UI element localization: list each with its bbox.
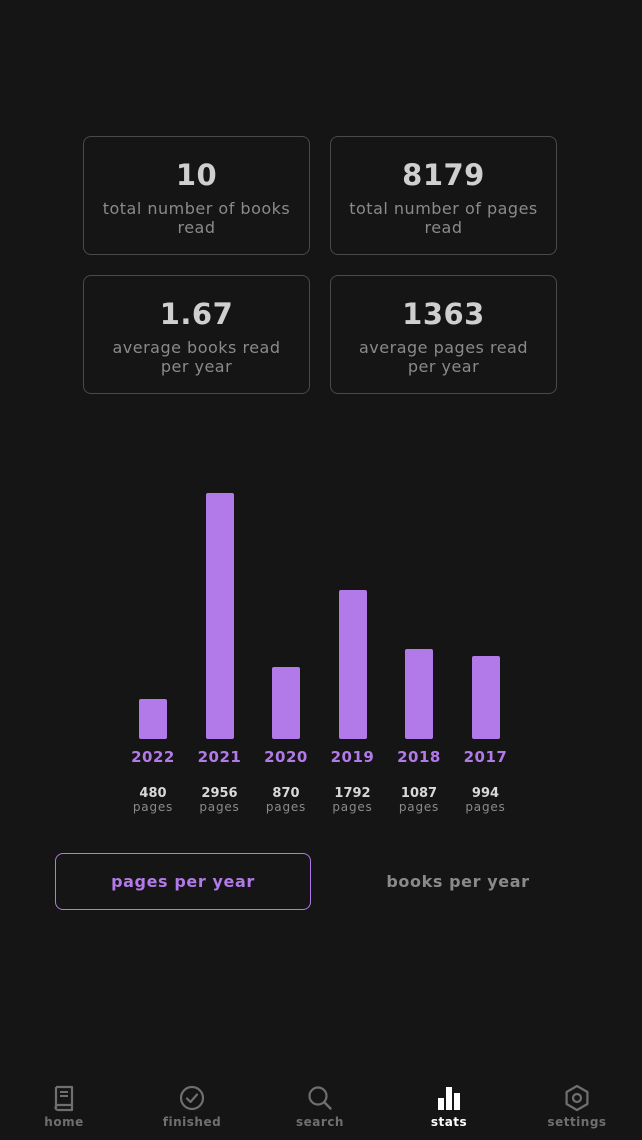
- gear-icon: [565, 1084, 589, 1112]
- bar-year-label: 2021: [197, 748, 242, 766]
- stat-card-avg-books: 1.67 average books read per year: [83, 275, 310, 394]
- nav-item-search[interactable]: search: [256, 1070, 384, 1140]
- bar-unit-label: pages: [398, 800, 440, 814]
- bottom-nav: home finished search stats settings: [0, 1070, 642, 1140]
- bar-value-label: 994: [471, 786, 500, 801]
- chart-bar: [471, 656, 500, 739]
- nav-item-finished[interactable]: finished: [128, 1070, 256, 1140]
- chart-column: 2020 870 pages: [253, 470, 319, 830]
- bar-value-label: 2956: [201, 786, 238, 801]
- nav-item-stats[interactable]: stats: [385, 1070, 513, 1140]
- pages-per-year-chart: 2022 480 pages 2021 2956 pages 2020 870 pages 201…: [120, 470, 520, 830]
- bar-unit-label: pages: [132, 800, 174, 814]
- bar-unit-label: pages: [199, 800, 240, 814]
- bar-year-label: 2017: [463, 748, 508, 766]
- bar-year-label: 2018: [397, 748, 441, 766]
- stat-label: total number of pages read: [349, 199, 538, 237]
- search-icon: [308, 1086, 332, 1110]
- bar-year-label: 2020: [264, 748, 308, 766]
- nav-label: search: [296, 1115, 344, 1129]
- nav-label: finished: [162, 1115, 222, 1129]
- bar-value-label: 480: [139, 786, 167, 801]
- stat-card-total-pages: 8179 total number of pages read: [330, 136, 557, 255]
- bar-year-label: 2019: [330, 748, 375, 766]
- chart-column: 2021 2956 pages: [187, 470, 253, 830]
- bar-chart-icon: [438, 1087, 460, 1110]
- pages-per-year-button[interactable]: pages per year: [55, 853, 311, 910]
- bar-unit-label: pages: [332, 800, 373, 814]
- stat-label: average books read per year: [112, 338, 281, 376]
- chart-column: 2019 1792 pages: [320, 470, 386, 830]
- stat-value: 10: [175, 158, 218, 192]
- stat-label: average pages read per year: [359, 338, 528, 376]
- stat-card-total-books: 10 total number of books read: [83, 136, 310, 255]
- bar-unit-label: pages: [465, 800, 506, 814]
- nav-label: stats: [430, 1115, 468, 1129]
- stat-value: 1.67: [159, 297, 234, 331]
- check-circle-icon: [179, 1085, 205, 1111]
- chart-column: 2017 994 pages: [453, 470, 519, 830]
- bar-unit-label: pages: [265, 800, 307, 814]
- stats-grid: 10 total number of books read 8179 total…: [83, 136, 559, 398]
- chart-bar: [405, 649, 433, 739]
- stat-value: 8179: [402, 158, 485, 192]
- nav-label: home: [44, 1115, 84, 1129]
- chart-column: 2018 1087 pages: [386, 470, 452, 830]
- stat-value: 1363: [402, 297, 485, 331]
- chart-bar: [205, 493, 234, 739]
- stat-label: total number of books read: [102, 199, 291, 237]
- chart-column: 2022 480 pages: [120, 470, 186, 830]
- stat-card-avg-pages: 1363 average pages read per year: [330, 275, 557, 394]
- bar-value-label: 1087: [400, 786, 438, 801]
- chart-bar: [338, 590, 367, 739]
- book-icon: [54, 1085, 74, 1112]
- bar-value-label: 870: [272, 786, 300, 801]
- nav-item-home[interactable]: home: [0, 1070, 128, 1140]
- books-per-year-button[interactable]: books per year: [386, 872, 530, 891]
- bar-year-label: 2022: [131, 748, 175, 766]
- nav-label: settings: [547, 1115, 607, 1129]
- chart-bar: [139, 699, 167, 739]
- nav-item-settings[interactable]: settings: [513, 1070, 641, 1140]
- chart-bar: [272, 667, 300, 739]
- bar-value-label: 1792: [334, 786, 371, 801]
